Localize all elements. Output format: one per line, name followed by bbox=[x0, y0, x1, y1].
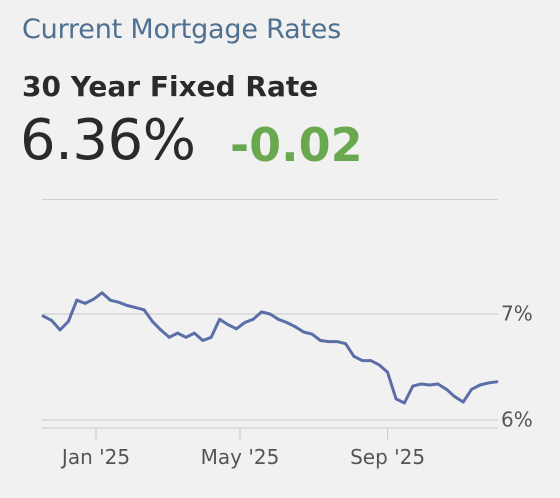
data-point bbox=[487, 381, 490, 385]
data-point bbox=[394, 397, 398, 401]
data-point bbox=[277, 317, 280, 321]
x-tick-label: Sep '25 bbox=[350, 445, 425, 469]
data-point bbox=[251, 317, 255, 321]
data-point bbox=[310, 332, 314, 336]
data-point bbox=[445, 387, 448, 391]
data-point bbox=[352, 355, 356, 358]
data-point bbox=[167, 335, 171, 339]
page-title: Current Mortgage Rates bbox=[22, 14, 342, 45]
data-point bbox=[319, 339, 322, 342]
data-point bbox=[117, 300, 121, 304]
data-point bbox=[50, 319, 53, 322]
data-point bbox=[453, 395, 457, 399]
data-point bbox=[201, 339, 205, 342]
rate-change-value: -0.02 bbox=[230, 118, 363, 172]
data-point bbox=[176, 331, 180, 335]
data-point bbox=[75, 298, 79, 302]
data-point bbox=[184, 335, 188, 339]
data-point bbox=[461, 400, 465, 404]
data-point bbox=[268, 312, 272, 316]
data-point bbox=[285, 321, 289, 324]
data-point bbox=[419, 382, 423, 386]
data-point bbox=[100, 291, 104, 295]
data-point bbox=[193, 331, 196, 335]
data-point bbox=[361, 359, 364, 362]
data-point bbox=[470, 387, 473, 391]
data-point bbox=[260, 310, 263, 314]
data-point bbox=[369, 359, 373, 362]
data-point bbox=[58, 328, 62, 332]
data-point bbox=[226, 323, 230, 326]
data-point bbox=[83, 302, 87, 305]
data-point bbox=[243, 321, 247, 324]
data-point bbox=[293, 325, 297, 329]
data-point bbox=[235, 327, 238, 331]
data-point bbox=[327, 340, 331, 343]
data-point bbox=[403, 401, 406, 405]
data-point bbox=[142, 308, 146, 312]
data-point bbox=[344, 342, 347, 346]
x-tick-label: May '25 bbox=[201, 445, 280, 469]
data-point bbox=[159, 328, 163, 332]
y-tick-label: 6% bbox=[501, 408, 533, 432]
data-point bbox=[41, 314, 45, 318]
data-point bbox=[386, 370, 389, 374]
data-point bbox=[125, 304, 129, 307]
data-point bbox=[92, 297, 95, 301]
data-point bbox=[302, 330, 305, 334]
rate-type-label: 30 Year Fixed Rate bbox=[22, 70, 319, 103]
current-rate-value: 6.36% bbox=[20, 108, 196, 173]
data-point bbox=[377, 363, 381, 367]
data-point bbox=[209, 335, 213, 339]
data-point bbox=[109, 298, 112, 302]
data-point bbox=[218, 317, 222, 321]
data-point bbox=[436, 382, 440, 386]
header-divider bbox=[42, 199, 498, 200]
series-line bbox=[41, 291, 499, 405]
data-point bbox=[428, 383, 431, 387]
data-point bbox=[478, 383, 482, 387]
y-tick-label: 7% bbox=[501, 302, 533, 326]
data-point bbox=[67, 320, 70, 323]
data-point bbox=[151, 320, 154, 323]
data-point bbox=[134, 306, 138, 309]
data-point bbox=[411, 384, 415, 388]
data-point bbox=[335, 340, 339, 343]
data-point bbox=[495, 380, 499, 384]
x-tick-label: Jan '25 bbox=[60, 445, 130, 469]
